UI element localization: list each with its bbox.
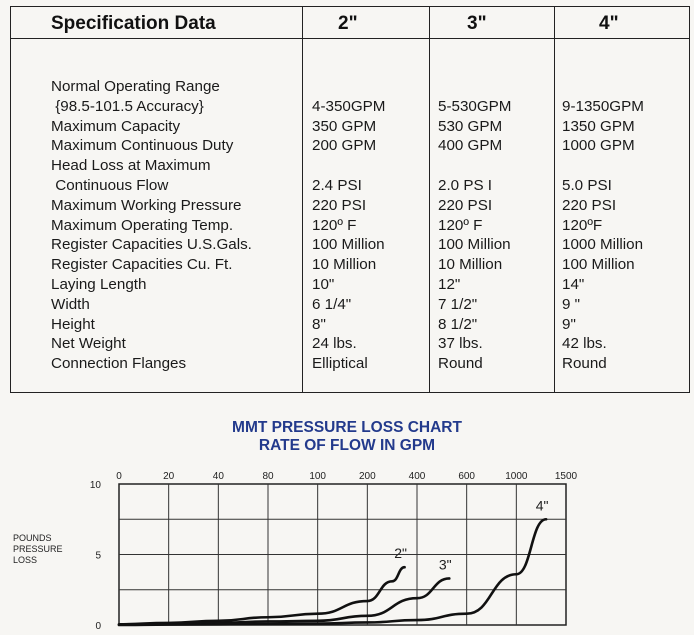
y-tick-label: 10 (90, 480, 102, 491)
x-tick-label: 600 (458, 471, 475, 482)
y-axis-label: POUNDS (13, 533, 52, 543)
spec-row-value: 530 GPM (438, 117, 503, 135)
spec-row-label: Maximum Working Pressure (51, 196, 242, 214)
spec-row-value: 6 1/4" (312, 295, 352, 313)
header-size-3in: 3" (467, 13, 487, 34)
header-size-2in: 2" (338, 13, 358, 34)
x-tick-label: 80 (262, 471, 274, 482)
x-tick-label: 400 (409, 471, 426, 482)
spec-row-value: 220 PSI (438, 196, 493, 214)
column-divider (429, 7, 430, 392)
spec-row-value: 100 Million (562, 256, 635, 274)
series-label: 3" (439, 556, 452, 572)
column-divider (302, 7, 303, 392)
spec-row-value: 1000 Million (562, 236, 644, 254)
spec-row-value: 4-350GPM (312, 97, 386, 115)
spec-row-value: 8 1/2" (438, 315, 478, 333)
spec-row-value: 9" (562, 315, 576, 333)
x-tick-label: 1500 (555, 471, 578, 482)
spec-row-value (312, 77, 385, 97)
spec-row-value: 9 " (562, 295, 581, 313)
spec-row-label: Height (51, 315, 95, 333)
spec-row-value: 120ºF (562, 216, 603, 234)
series-label: 4" (536, 497, 549, 513)
x-tick-label: 1000 (505, 471, 528, 482)
spec-row-label: Maximum Operating Temp. (51, 216, 234, 234)
spec-row-value: 14" (562, 275, 585, 293)
pressure-loss-chart: 0 20 40 80 100 200 400 600 1000 1500 10 5 0 POUNDSPRE… (13, 471, 578, 632)
spec-row-value: 12" (438, 275, 461, 293)
x-tick-label: 40 (213, 471, 225, 482)
spec-row-value: 120º F (312, 216, 357, 234)
header-divider (11, 38, 689, 39)
spec-row-value (312, 156, 385, 176)
y-axis-label: PRESSURE (13, 544, 63, 554)
spec-row-label: Connection Flanges (51, 355, 187, 373)
spec-row-value: 10 Million (312, 256, 377, 274)
chart-subtitle: RATE OF FLOW IN GPM (258, 437, 436, 454)
series-line-4in (117, 517, 548, 627)
spec-values-2in-column: 4-350GPM 350 GPM 200 GPM 2.4 PSI 220 PSI 120… (312, 77, 385, 374)
spec-row-value: 10 Million (438, 256, 503, 274)
spec-row-value: 120º F (438, 216, 483, 234)
spec-row-value: 24 lbs. (312, 335, 357, 353)
spec-row-value (562, 156, 644, 176)
x-tick-label: 200 (359, 471, 376, 482)
spec-row-value: 100 Million (312, 236, 385, 254)
spec-row-value: 1350 GPM (562, 117, 635, 135)
spec-row-value: 400 GPM (438, 137, 503, 155)
column-divider (554, 7, 555, 392)
spec-row-value: 220 PSI (312, 196, 367, 214)
spec-row-value: 1000 GPM (562, 137, 635, 155)
table-title: Specification Data (51, 13, 216, 34)
header-size-4in: 4" (599, 13, 619, 34)
chart-title: MMT PRESSURE LOSS CHART (232, 419, 462, 436)
spec-row-value: 220 PSI (562, 196, 617, 214)
y-tick-label: 0 (95, 621, 101, 632)
spec-row-label: Net Weight (51, 335, 126, 353)
spec-row-label: {98.5-101.5 Accuracy} (51, 97, 204, 115)
spec-row-label: Head Loss at Maximum (51, 157, 211, 175)
y-axis-label: LOSS (13, 555, 37, 565)
spec-row-label: Continuous Flow (51, 176, 169, 194)
spec-row-value (562, 77, 644, 97)
spec-row-value: 7 1/2" (438, 295, 478, 313)
spec-row-label: Register Capacities U.S.Gals. (51, 236, 252, 254)
spec-row-label: Maximum Continuous Duty (51, 137, 234, 155)
spec-row-label: Laying Length (51, 275, 147, 293)
spec-row-value (438, 77, 511, 97)
spec-row-label: Maximum Capacity (51, 117, 181, 135)
spec-row-value: 2.0 PS I (438, 176, 493, 194)
x-tick-label: 0 (116, 471, 122, 482)
spec-values-4in-column: 9-1350GPM 1350 GPM 1000 GPM 5.0 PSI 220 PSI… (562, 77, 644, 374)
spec-labels-column: Normal Operating Range {98.5-101.5 Accur… (51, 77, 252, 374)
spec-row-value: Round (562, 355, 607, 373)
spec-row-value: Elliptical (312, 355, 368, 373)
series-label: 2" (394, 545, 407, 561)
x-tick-label: 100 (309, 471, 326, 482)
spec-row-value: 8" (312, 315, 326, 333)
spec-row-value: 37 lbs. (438, 335, 483, 353)
spec-row-value: 10" (312, 275, 335, 293)
spec-row-label: Width (51, 295, 90, 313)
spec-row-value: 100 Million (438, 236, 511, 254)
spec-row-value: 9-1350GPM (562, 97, 644, 115)
spec-row-value: 350 GPM (312, 117, 377, 135)
spec-row-value: 2.4 PSI (312, 176, 362, 194)
spec-row-value: 42 lbs. (562, 335, 607, 353)
specification-table: Specification Data 2" 3" 4" Normal Opera… (10, 6, 690, 393)
spec-row-label: Register Capacities Cu. Ft. (51, 256, 233, 274)
spec-row-value: 5.0 PSI (562, 176, 612, 194)
spec-row-value: 200 GPM (312, 137, 377, 155)
spec-values-3in-column: 5-530GPM 530 GPM 400 GPM 2.0 PS I 220 PSI 12… (438, 77, 511, 374)
y-tick-label: 5 (95, 551, 101, 562)
spec-row-label: Normal Operating Range (51, 78, 220, 95)
spec-row-value: Round (438, 355, 483, 373)
spec-row-value: 5-530GPM (438, 97, 512, 115)
chart-heading: MMT PRESSURE LOSS CHART RATE OF FLOW IN … (0, 419, 694, 455)
spec-row-value (438, 156, 511, 176)
x-tick-label: 20 (163, 471, 175, 482)
